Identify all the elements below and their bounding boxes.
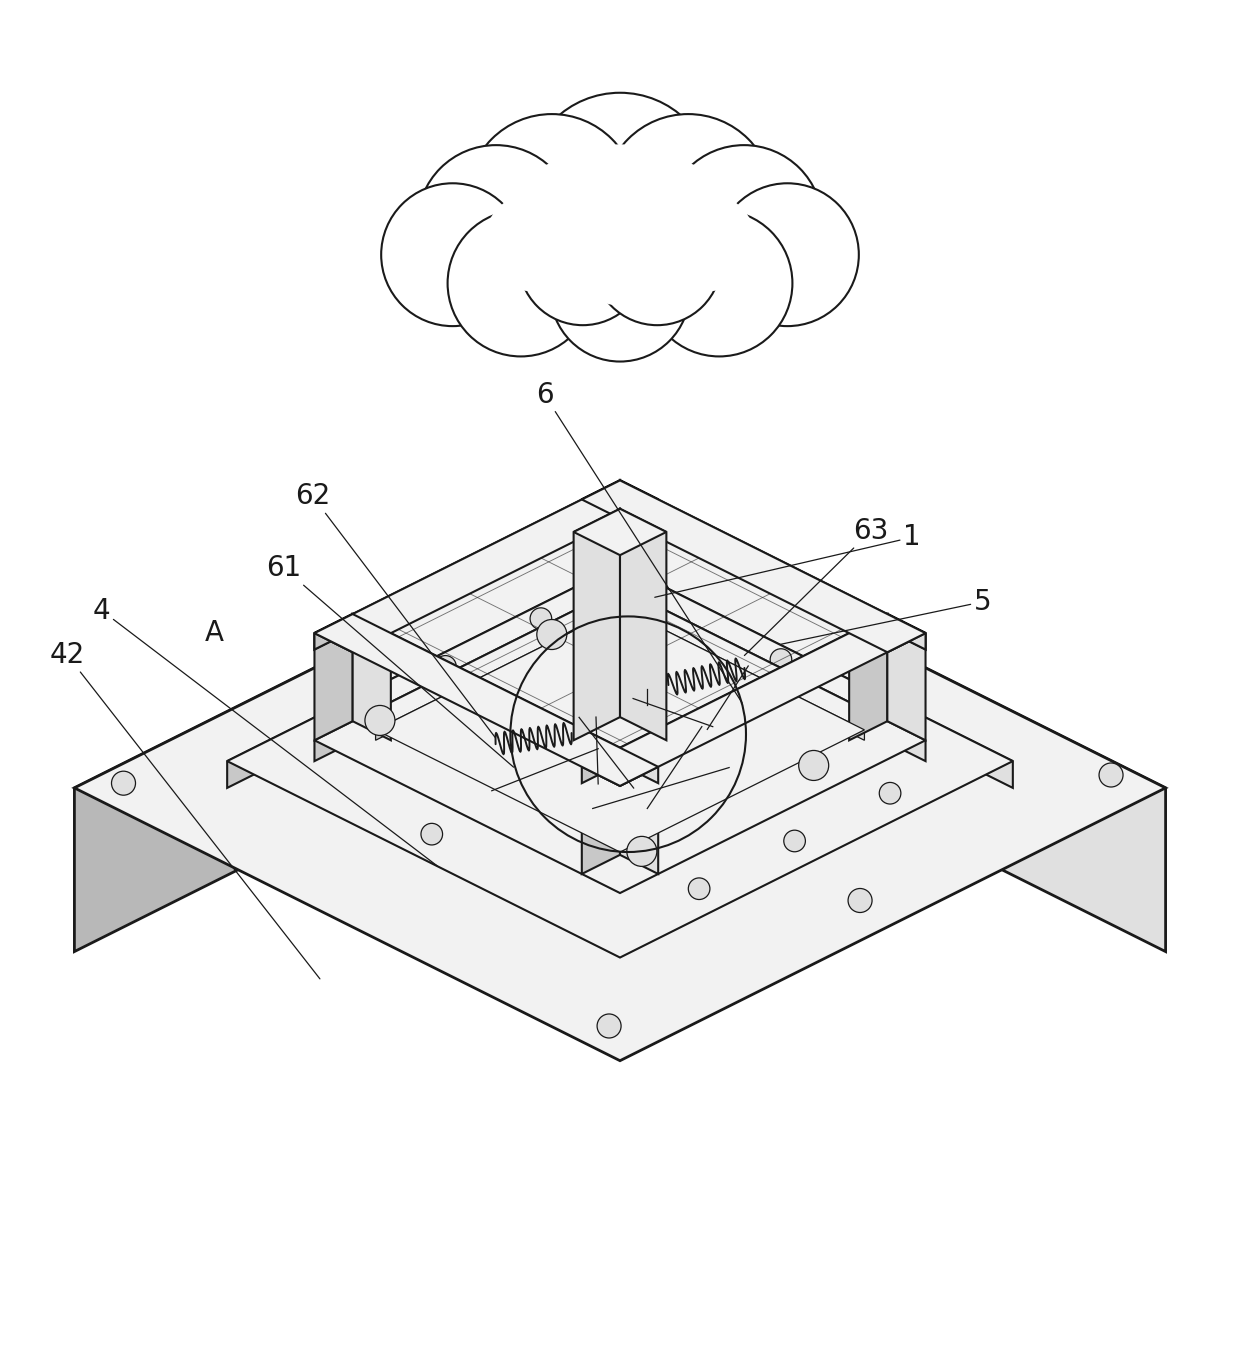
Circle shape [688,878,711,900]
Polygon shape [582,614,888,784]
Circle shape [526,93,714,280]
Polygon shape [620,480,658,516]
Circle shape [646,210,792,356]
Circle shape [537,620,567,650]
Circle shape [381,183,525,326]
Circle shape [434,655,456,677]
Circle shape [365,706,396,736]
Circle shape [467,115,636,284]
Polygon shape [582,480,620,606]
Circle shape [611,160,728,276]
Circle shape [339,703,361,725]
Polygon shape [227,565,620,788]
Circle shape [799,751,828,781]
Circle shape [614,520,637,545]
Text: 5: 5 [781,588,991,644]
Polygon shape [582,614,925,786]
Circle shape [715,183,859,326]
Circle shape [593,197,722,325]
Circle shape [512,160,629,276]
Circle shape [646,210,792,356]
Polygon shape [620,607,864,740]
Circle shape [418,145,574,302]
Text: 6: 6 [536,381,742,703]
Circle shape [467,115,636,284]
Polygon shape [74,515,1166,1061]
Polygon shape [620,480,658,606]
Polygon shape [620,587,925,762]
Circle shape [518,197,647,325]
Circle shape [627,837,657,867]
Text: 62: 62 [295,482,496,738]
Circle shape [526,93,714,280]
Circle shape [1099,763,1123,788]
Polygon shape [620,515,1166,951]
Polygon shape [315,587,620,762]
Circle shape [362,646,387,670]
Polygon shape [315,614,391,652]
Text: A: A [205,618,223,647]
Polygon shape [582,748,658,786]
Circle shape [879,782,901,804]
Text: 61: 61 [267,554,513,767]
Polygon shape [574,509,620,740]
Circle shape [112,771,135,796]
Circle shape [420,823,443,845]
Text: 63: 63 [744,517,889,655]
Polygon shape [620,480,925,650]
Circle shape [518,197,647,325]
Circle shape [551,222,689,362]
Polygon shape [620,509,666,740]
Circle shape [604,115,773,284]
Circle shape [529,607,552,629]
Text: 1: 1 [655,523,920,598]
Circle shape [666,145,822,302]
Circle shape [848,889,872,912]
Polygon shape [849,614,925,652]
Circle shape [381,183,525,326]
Polygon shape [888,614,925,740]
Circle shape [604,115,773,284]
Circle shape [715,183,859,326]
Polygon shape [582,748,620,874]
Polygon shape [582,480,925,652]
Polygon shape [352,614,391,740]
Polygon shape [74,515,620,951]
Polygon shape [315,480,658,652]
Polygon shape [352,614,658,784]
Polygon shape [315,614,352,650]
Circle shape [593,197,722,325]
Circle shape [484,194,583,291]
Text: 42: 42 [50,642,320,979]
Circle shape [448,210,594,356]
Circle shape [418,145,574,302]
Circle shape [784,830,806,852]
Text: 4: 4 [93,597,438,865]
Polygon shape [376,607,864,852]
Polygon shape [849,614,888,740]
Circle shape [448,210,594,356]
Polygon shape [376,607,620,740]
Circle shape [657,194,756,291]
Polygon shape [620,565,1013,788]
Circle shape [598,1014,621,1037]
Polygon shape [227,565,1013,957]
Polygon shape [315,480,620,650]
Polygon shape [574,509,666,556]
Circle shape [553,145,687,278]
Polygon shape [315,587,925,893]
Circle shape [770,648,792,670]
Polygon shape [315,614,658,786]
Polygon shape [582,480,658,519]
Polygon shape [620,748,658,874]
Circle shape [666,145,822,302]
Polygon shape [315,614,352,740]
Polygon shape [582,480,620,516]
Polygon shape [888,614,925,650]
Circle shape [575,216,665,306]
Circle shape [551,222,689,362]
